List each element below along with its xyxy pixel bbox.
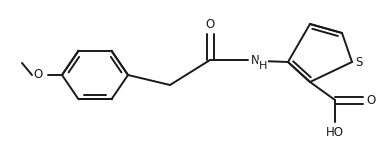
Text: HO: HO	[326, 126, 344, 139]
Text: O: O	[205, 18, 215, 31]
Text: N: N	[251, 54, 259, 68]
Text: H: H	[259, 61, 267, 71]
Text: O: O	[33, 69, 43, 82]
Text: S: S	[355, 55, 363, 69]
Text: O: O	[366, 93, 376, 107]
